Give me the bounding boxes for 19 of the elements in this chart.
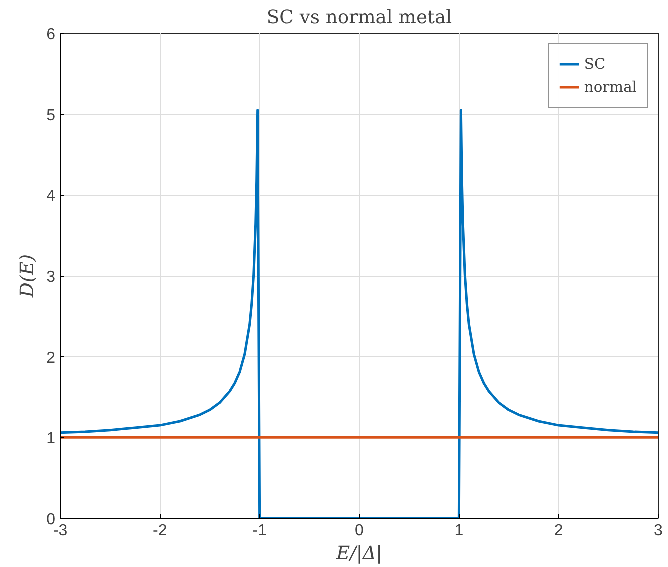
x-tick-label: 1 [454, 522, 464, 540]
y-axis-title: D(E) [18, 254, 39, 299]
y-tick-label: 4 [46, 188, 56, 206]
x-tick-label: 2 [554, 522, 564, 540]
legend-label: normal [584, 78, 637, 96]
y-tick-label: 1 [46, 430, 56, 448]
y-tick-label: 3 [46, 269, 56, 286]
y-tick-label: 0 [46, 512, 56, 528]
y-tick-label: 2 [46, 350, 56, 367]
x-tick-label: -2 [153, 522, 168, 540]
x-tick-label: 0 [355, 522, 364, 540]
legend-label: SC [584, 56, 606, 72]
x-tick-label: -1 [252, 522, 268, 540]
y-tick-label: 5 [46, 107, 56, 124]
x-tick-label: 3 [654, 522, 664, 540]
y-tick-label: 6 [46, 26, 56, 44]
x-axis-title: E/|Δ| [336, 544, 382, 564]
chart-title: SC vs normal metal [266, 8, 452, 28]
x-tick-label: -3 [53, 522, 68, 540]
